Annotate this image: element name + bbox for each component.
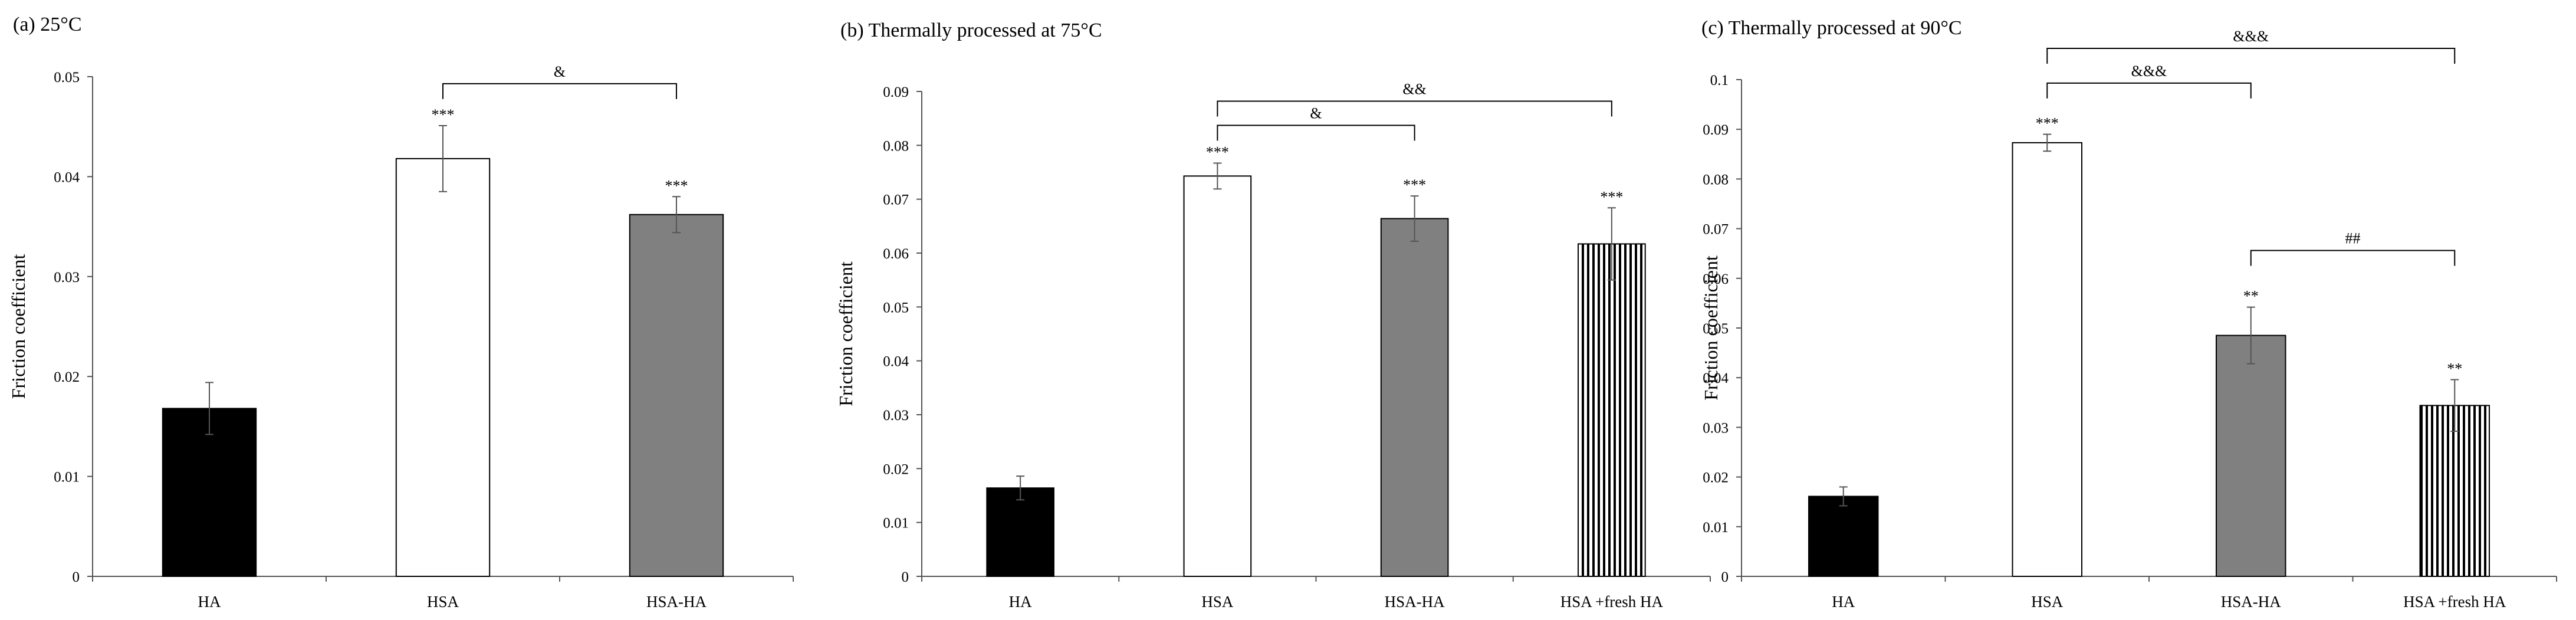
comparison-bracket xyxy=(1217,124,1415,141)
y-tick-label: 0.01 xyxy=(54,470,80,485)
bar xyxy=(2012,142,2082,577)
x-tick-label: HSA +fresh HA xyxy=(1560,593,1664,611)
comparison-bracket xyxy=(1217,100,1612,117)
y-tick-label: 0.07 xyxy=(883,192,909,208)
bar xyxy=(1183,175,1252,578)
y-tick-label: 0.09 xyxy=(883,84,909,100)
comparison-label: &&& xyxy=(2233,28,2269,45)
bar xyxy=(395,158,491,577)
significance-stars: *** xyxy=(665,177,688,194)
comparison-bracket xyxy=(2250,250,2456,266)
y-tick-label: 0.02 xyxy=(54,369,80,385)
y-tick-label: 0.03 xyxy=(1703,420,1729,436)
y-tick-label: 0 xyxy=(1721,569,1729,585)
bar xyxy=(1380,218,1449,577)
x-tick-label: HSA xyxy=(427,593,459,611)
y-tick-label: 0 xyxy=(73,569,80,585)
panel-title: (b) Thermally processed at 75°C xyxy=(840,19,1102,41)
chart-panel: (c) Thermally processed at 90°C Friction … xyxy=(1700,17,2557,611)
x-tick-label: HA xyxy=(1009,593,1032,611)
significance-stars: *** xyxy=(1600,188,1623,205)
y-axis-label: Friction coefficient xyxy=(1700,255,1721,401)
panel-title: (a) 25°C xyxy=(13,14,82,35)
y-tick-label: 0.08 xyxy=(883,138,909,154)
y-tick-label: 0 xyxy=(902,569,909,585)
comparison-label: & xyxy=(554,63,566,80)
comparison-bracket xyxy=(442,83,677,99)
comparison-label: ## xyxy=(2345,230,2361,247)
bar xyxy=(1578,243,1646,577)
x-tick-label: HA xyxy=(198,593,221,611)
bar xyxy=(986,487,1054,577)
significance-stars: *** xyxy=(1206,143,1229,160)
significance-stars: ** xyxy=(2243,288,2259,305)
panel-title: (c) Thermally processed at 90°C xyxy=(1701,17,1962,39)
y-tick-label: 0.03 xyxy=(883,408,909,424)
comparison-bracket xyxy=(2046,47,2456,64)
y-tick-label: 0.03 xyxy=(54,270,80,286)
x-tick-label: HSA +fresh HA xyxy=(2403,593,2506,611)
y-tick-label: 0.02 xyxy=(883,461,909,477)
comparison-label: && xyxy=(1402,80,1426,97)
y-tick-label: 0.04 xyxy=(883,354,909,370)
x-tick-label: HSA-HA xyxy=(2221,593,2282,611)
x-tick-label: HSA-HA xyxy=(1385,593,1445,611)
significance-stars: *** xyxy=(1403,176,1426,193)
x-tick-label: HA xyxy=(1832,593,1855,611)
significance-stars: *** xyxy=(432,106,455,123)
y-tick-label: 0.07 xyxy=(1703,222,1729,238)
significance-stars: *** xyxy=(2036,115,2059,132)
y-tick-label: 0.01 xyxy=(883,516,909,532)
x-tick-label: HSA xyxy=(2031,593,2064,611)
y-tick-label: 0.04 xyxy=(54,169,80,185)
y-tick-label: 0.09 xyxy=(1703,122,1729,138)
bar xyxy=(2216,334,2286,577)
y-tick-label: 0.01 xyxy=(1703,520,1729,536)
y-tick-label: 0.05 xyxy=(883,300,909,316)
bar xyxy=(1808,496,1879,577)
y-tick-label: 0.1 xyxy=(1710,73,1729,88)
comparison-label: &&& xyxy=(2131,63,2167,80)
y-tick-label: 0.06 xyxy=(883,246,909,262)
chart-panel: (a) 25°C Friction coefficient 0 0.01 0.02 0.0… xyxy=(8,14,794,611)
bar xyxy=(629,214,724,578)
x-tick-label: HSA-HA xyxy=(646,593,707,611)
significance-stars: ** xyxy=(2447,360,2462,378)
bar xyxy=(162,408,257,578)
y-tick-label: 0.08 xyxy=(1703,172,1729,188)
comparison-bracket xyxy=(2046,82,2252,99)
bar xyxy=(2419,405,2490,577)
y-tick-label: 0.05 xyxy=(1703,321,1729,337)
y-tick-label: 0.04 xyxy=(1703,370,1729,386)
x-tick-label: HSA xyxy=(1201,593,1234,611)
y-axis-label: Friction coefficient xyxy=(8,254,29,399)
y-tick-label: 0.02 xyxy=(1703,470,1729,486)
comparison-label: & xyxy=(1310,105,1322,122)
y-tick-label: 0.05 xyxy=(54,70,80,86)
y-axis-label: Friction coefficient xyxy=(835,261,856,406)
y-tick-label: 0.06 xyxy=(1703,271,1729,287)
chart-panel: (b) Thermally processed at 75°C Friction … xyxy=(835,19,1711,611)
